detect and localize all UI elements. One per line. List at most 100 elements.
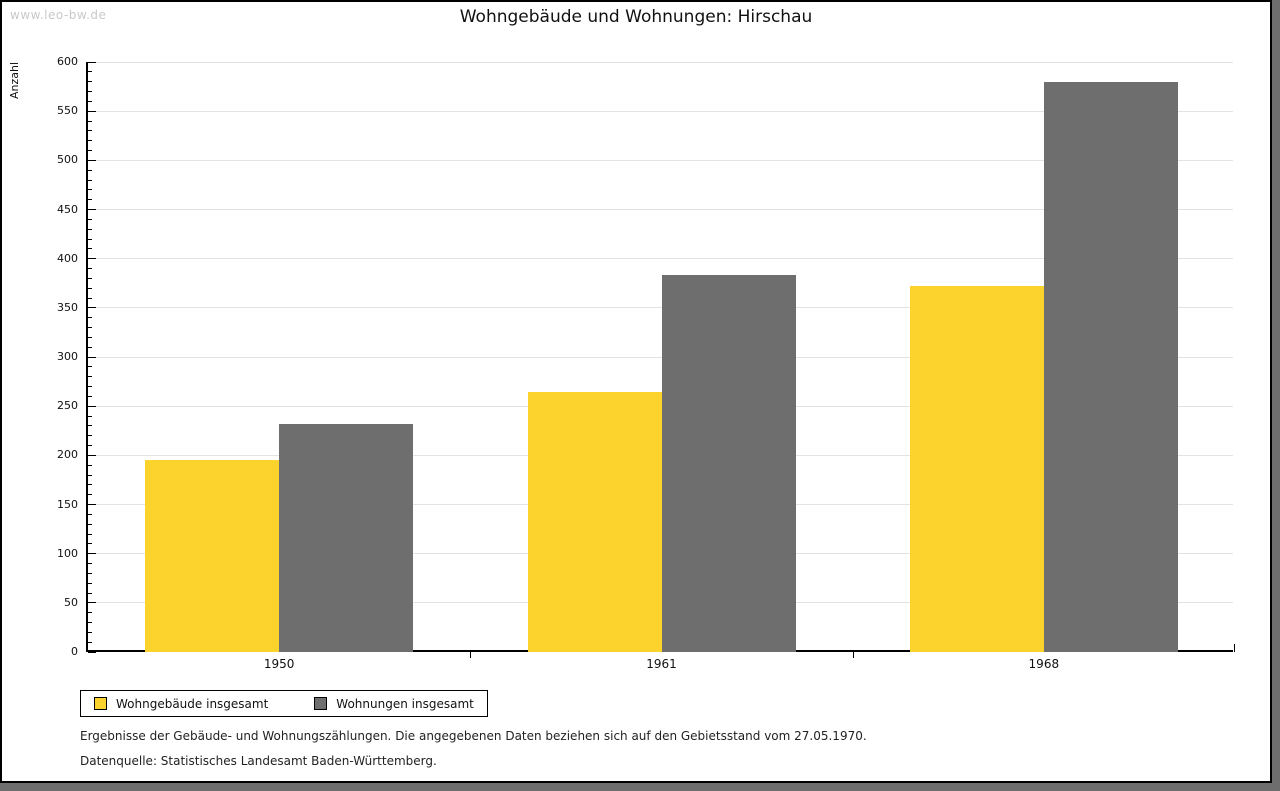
- y-major-tick: [88, 110, 96, 112]
- y-minor-tick: [88, 336, 92, 338]
- y-tick-label: 600: [57, 55, 78, 68]
- y-major-tick: [88, 159, 96, 161]
- x-category-label: 1968: [1028, 657, 1060, 671]
- y-tick-label: 500: [57, 153, 78, 167]
- y-tick-label: 150: [57, 497, 78, 511]
- y-minor-tick: [88, 484, 92, 486]
- y-tick-label: 300: [57, 350, 78, 363]
- watermark-url: www.leo-bw.de: [10, 8, 107, 22]
- y-minor-tick: [88, 346, 92, 348]
- y-minor-tick: [88, 582, 92, 584]
- footnote-data-source: Datenquelle: Statistisches Landesamt Bad…: [80, 754, 437, 768]
- y-minor-tick: [88, 366, 92, 368]
- y-tick-label: 350: [57, 300, 78, 314]
- y-minor-tick: [88, 199, 92, 201]
- y-minor-tick: [88, 189, 92, 191]
- y-minor-tick: [88, 612, 92, 614]
- x-boundary-tick: [470, 652, 472, 658]
- y-minor-tick: [88, 120, 92, 122]
- y-major-tick: [88, 553, 96, 555]
- y-tick-label: 100: [57, 546, 78, 560]
- y-major-tick: [88, 258, 96, 260]
- y-minor-tick: [88, 179, 92, 181]
- y-axis-title: Anzahl: [8, 61, 21, 99]
- y-minor-tick: [88, 376, 92, 378]
- y-tick-label: 50: [64, 595, 78, 609]
- y-minor-tick: [88, 287, 92, 289]
- y-minor-tick: [88, 572, 92, 574]
- y-tick-label: 250: [57, 399, 78, 413]
- y-minor-tick: [88, 218, 92, 220]
- y-minor-tick: [88, 592, 92, 594]
- footnote-source-note: Ergebnisse der Gebäude- und Wohnungszähl…: [80, 729, 867, 743]
- y-minor-tick: [88, 622, 92, 623]
- y-tick-label: 200: [57, 448, 78, 462]
- y-minor-tick: [88, 523, 92, 525]
- y-minor-tick: [88, 513, 92, 515]
- legend-item-1: Wohngebäude insgesamt: [94, 697, 268, 711]
- plot-area: 0 50 100 150 200 250 300 350 400 450 500 550 600 1950…: [57, 55, 1235, 671]
- y-minor-tick: [88, 327, 92, 328]
- legend-swatch-icon: [314, 697, 328, 710]
- y-major-tick: [88, 356, 96, 358]
- legend-label: Wohnungen insgesamt: [336, 696, 474, 711]
- legend-item-2: Wohnungen insgesamt: [314, 697, 474, 711]
- y-minor-tick: [88, 543, 92, 545]
- y-tick-label: 0: [71, 645, 78, 658]
- bar-1961-series1: [527, 392, 662, 652]
- y-minor-tick: [88, 130, 92, 132]
- y-minor-tick: [88, 641, 92, 643]
- y-minor-tick: [88, 81, 92, 83]
- y-minor-tick: [88, 415, 92, 417]
- x-category-label: 1961: [646, 657, 677, 671]
- y-gridline: [88, 356, 1233, 358]
- y-minor-tick: [88, 71, 92, 73]
- y-minor-tick: [88, 474, 92, 476]
- y-minor-tick: [88, 91, 92, 92]
- y-minor-tick: [88, 100, 92, 102]
- y-gridline: [88, 307, 1233, 309]
- y-minor-tick: [88, 435, 92, 437]
- y-gridline: [88, 258, 1233, 260]
- y-minor-tick: [88, 268, 92, 269]
- y-gridline: [88, 209, 1233, 210]
- bar-1968-series1: [909, 286, 1044, 652]
- bar-1950-series2: [279, 423, 414, 652]
- y-minor-tick: [88, 277, 92, 279]
- y-major-tick: [88, 454, 96, 456]
- y-major-tick: [88, 405, 96, 407]
- legend-swatch-icon: [94, 697, 107, 710]
- bar-1961-series2: [661, 275, 796, 652]
- x-axis-end-tick: [1234, 644, 1235, 652]
- y-minor-tick: [88, 248, 92, 250]
- y-major-tick: [88, 61, 96, 63]
- y-major-tick: [88, 504, 96, 505]
- y-minor-tick: [88, 297, 92, 299]
- y-minor-tick: [88, 140, 92, 142]
- y-minor-tick: [88, 386, 92, 387]
- y-tick-label: 400: [57, 251, 78, 265]
- y-gridline: [88, 61, 1233, 63]
- y-minor-tick: [88, 533, 92, 535]
- y-minor-tick: [88, 445, 92, 446]
- legend-label: Wohngebäude insgesamt: [116, 696, 269, 711]
- y-major-tick: [88, 307, 96, 309]
- y-minor-tick: [88, 150, 92, 151]
- x-boundary-tick: [852, 652, 854, 658]
- chart-title: Wohngebäude und Wohnungen: Hirschau: [459, 7, 813, 27]
- y-minor-tick: [88, 464, 92, 466]
- y-minor-tick: [88, 395, 92, 397]
- y-major-tick: [88, 651, 96, 653]
- y-tick-label: 450: [57, 202, 78, 216]
- legend: Wohngebäude insgesamt Wohnungen insgesamt: [80, 690, 488, 717]
- y-minor-tick: [88, 631, 92, 633]
- bar-1950-series1: [145, 460, 280, 652]
- y-minor-tick: [88, 169, 92, 171]
- y-minor-tick: [88, 425, 92, 427]
- y-minor-tick: [88, 563, 92, 564]
- y-minor-tick: [88, 228, 92, 230]
- y-minor-tick: [88, 317, 92, 319]
- y-minor-tick: [88, 238, 92, 240]
